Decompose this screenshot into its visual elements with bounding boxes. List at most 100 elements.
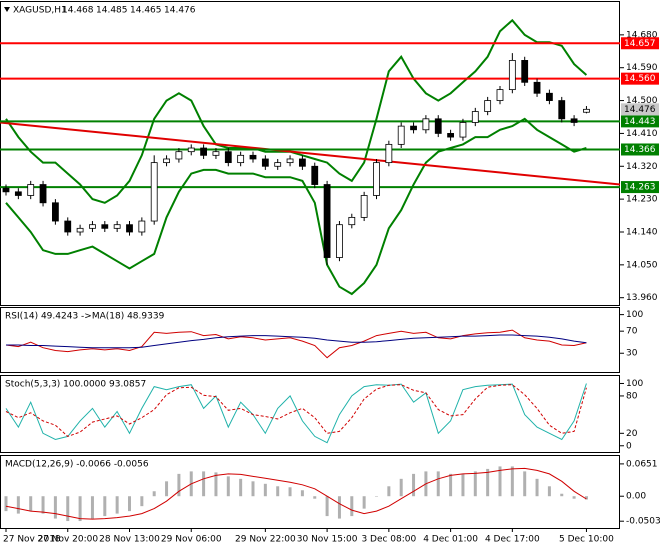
- macd-bar: [4, 496, 8, 512]
- macd-bar: [239, 478, 243, 497]
- indicator-line: [5, 467, 587, 520]
- candle-body: [397, 125, 405, 145]
- macd-bar: [337, 496, 341, 519]
- macd-bar: [461, 473, 465, 497]
- macd-bar: [90, 496, 94, 519]
- x-tick-label: 29 Nov 06:00: [161, 535, 222, 545]
- macd-bar: [572, 496, 576, 499]
- macd-bar: [165, 481, 169, 497]
- y-tick-label: 0.00: [626, 492, 646, 502]
- macd-bar: [523, 471, 527, 497]
- y-tick-label: 80: [626, 391, 638, 401]
- main-frame: [0, 1, 620, 306]
- symbol-icon: [4, 7, 10, 12]
- macd-bar: [251, 481, 255, 497]
- y-tick-label: 70: [626, 327, 638, 337]
- level-tag: [621, 72, 659, 85]
- candle-body: [126, 224, 133, 233]
- y-tick-label: 14.230: [626, 195, 658, 205]
- candle-body: [373, 162, 380, 196]
- candle-body: [521, 60, 529, 83]
- candle-body: [286, 158, 294, 164]
- candle-body: [434, 118, 442, 134]
- candle-body: [200, 147, 208, 156]
- macd-bar: [449, 473, 453, 497]
- candle-body: [237, 154, 245, 164]
- macd-bar: [53, 496, 57, 519]
- macd-bar: [29, 496, 33, 512]
- panel-title: Stoch(5,3,3) 100.0000 93.0857: [5, 380, 146, 390]
- candle-body: [249, 154, 257, 160]
- y-tick-label: 14.590: [626, 63, 658, 73]
- candle-body: [546, 92, 553, 101]
- candle-body: [336, 224, 343, 258]
- candle-body: [175, 151, 183, 160]
- candle-body: [101, 224, 109, 229]
- candle-body: [14, 191, 22, 196]
- candle-body: [348, 216, 356, 226]
- macd-bar: [473, 471, 477, 497]
- candle-body: [39, 184, 47, 204]
- macd-bar: [325, 496, 329, 517]
- ohlc-low: 14.465: [130, 6, 162, 16]
- candle-body: [261, 158, 269, 167]
- candle-body: [508, 60, 516, 91]
- panel-title: RSI(14) 49.4243 ->MA(18) 48.9339: [5, 312, 165, 322]
- candle-body: [360, 195, 368, 218]
- macd-bar: [399, 478, 403, 497]
- macd-bar: [202, 471, 206, 497]
- candle-body: [150, 162, 158, 222]
- x-tick-label: 29 Nov 22:00: [235, 535, 296, 545]
- candle-body: [410, 125, 417, 131]
- indicator-line: [5, 384, 587, 437]
- level-tag: [621, 143, 659, 156]
- candle-body: [163, 158, 170, 164]
- level-label: 14.366: [624, 145, 656, 155]
- macd-bar: [510, 466, 514, 497]
- candle-body: [447, 133, 455, 138]
- level-tag: [621, 115, 659, 128]
- ohlc-open: 14.468: [62, 6, 94, 16]
- y-tick-label: 0: [626, 441, 632, 451]
- macd-bar: [177, 473, 181, 497]
- candle-body: [570, 118, 578, 123]
- symbol: XAGUSD,H1: [13, 6, 67, 16]
- macd-bar: [350, 496, 354, 517]
- y-tick-label: 14.680: [626, 30, 658, 40]
- x-tick-label: 5 Dec 10:00: [559, 535, 614, 545]
- candle-body: [496, 89, 504, 101]
- candle-body: [138, 220, 146, 233]
- y-tick-label: 0.0651: [626, 459, 658, 469]
- level-label: 14.560: [624, 74, 656, 84]
- x-tick-label: 28 Nov 13:00: [99, 535, 160, 545]
- x-tick-label: 27 Nov 20:00: [37, 535, 98, 545]
- macd-bar: [140, 496, 144, 507]
- rsi-frame: [0, 307, 620, 373]
- y-tick-label: 14.050: [626, 260, 658, 270]
- candle-body: [459, 122, 467, 138]
- candle-body: [27, 184, 35, 196]
- macd-bar: [436, 471, 440, 497]
- indicator-line: [6, 334, 587, 349]
- y-tick-label: 13.960: [626, 293, 658, 303]
- y-tick-label: 14.500: [626, 96, 658, 106]
- macd-bar: [560, 493, 564, 497]
- candle-body: [224, 151, 232, 164]
- candle-body: [76, 227, 84, 233]
- macd-bar: [547, 486, 551, 497]
- y-tick-label: 30: [626, 349, 638, 359]
- candle-body: [583, 108, 590, 113]
- macd-bar: [412, 473, 416, 497]
- candle-body: [2, 187, 10, 193]
- level-label: 14.657: [624, 39, 656, 49]
- stoch-frame: [0, 375, 620, 453]
- macd-bar: [78, 496, 82, 522]
- macd-bar: [276, 486, 280, 497]
- x-tick-label: 4 Dec 01:00: [423, 535, 478, 545]
- x-tick-label: 30 Nov 15:00: [297, 535, 358, 545]
- indicator-line: [5, 329, 587, 359]
- indicator-line: [5, 117, 587, 296]
- level-tag: [621, 181, 659, 194]
